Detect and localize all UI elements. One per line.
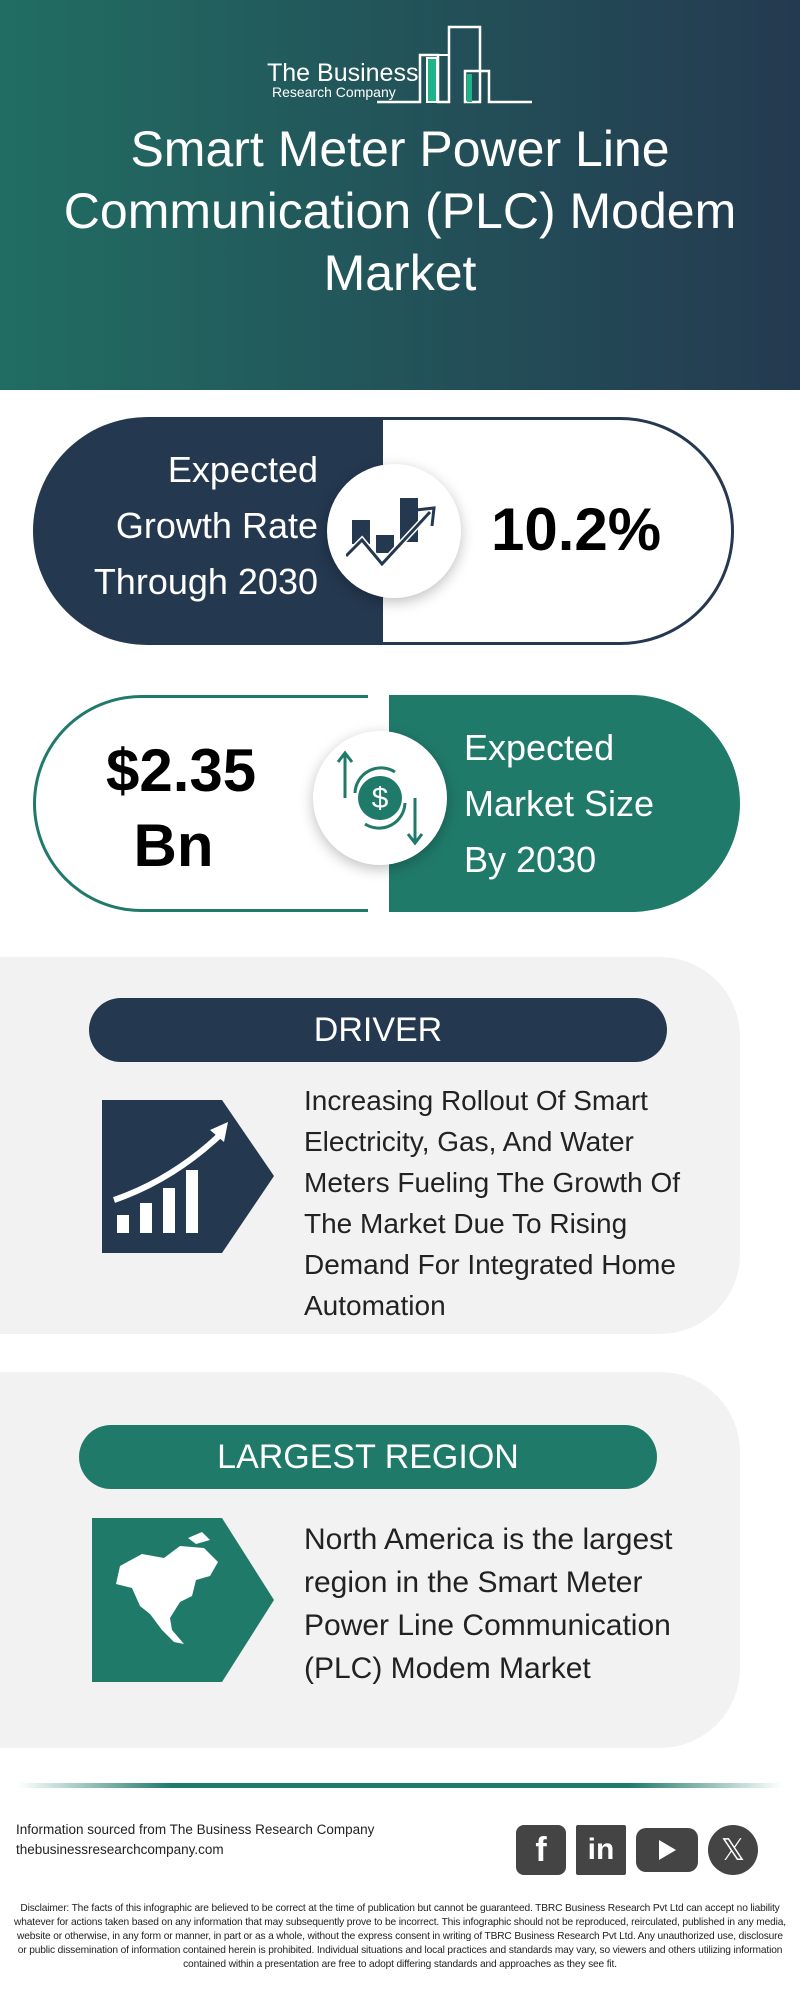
market-size-label-line: Market Size	[464, 783, 655, 824]
header-banner: The Business Research Company Smart Mete…	[0, 0, 800, 390]
page-title: Smart Meter Power Line Communication (PL…	[63, 121, 737, 301]
driver-heading: DRIVER	[89, 998, 667, 1062]
linkedin-icon[interactable]: in	[576, 1825, 626, 1875]
growth-label-line: Growth Rate	[115, 505, 318, 546]
north-america-map-icon	[92, 1518, 274, 1682]
source-text: Information sourced from The Business Re…	[16, 1822, 375, 1837]
logo-subtext: Research Company	[272, 84, 396, 100]
company-logo: The Business Research Company	[262, 22, 537, 107]
divider	[18, 1783, 782, 1788]
growth-rate-value: 10.2%	[491, 496, 662, 563]
x-icon[interactable]: 𝕏	[708, 1825, 758, 1875]
dollar-exchange-icon: $	[313, 731, 447, 865]
market-size-value: $2.35	[106, 737, 257, 804]
market-size-label-line: By 2030	[464, 839, 597, 880]
region-heading: LARGEST REGION	[79, 1425, 657, 1489]
facebook-icon[interactable]: f	[516, 1825, 566, 1875]
growth-chart-icon	[327, 464, 461, 598]
growth-value-panel: 10.2%	[383, 417, 734, 645]
rising-bars-icon	[102, 1100, 274, 1253]
youtube-icon[interactable]	[636, 1828, 698, 1872]
growth-label-line: Expected	[167, 449, 318, 490]
logo-buildings-icon	[377, 25, 532, 104]
market-size-label-line: Expected	[464, 727, 615, 768]
market-size-unit: Bn	[133, 812, 214, 879]
market-size-label-panel: Expected Market Size By 2030	[389, 695, 740, 912]
logo-text: The Business	[267, 59, 419, 87]
driver-text: Increasing Rollout Of Smart Electricity,…	[304, 1085, 681, 1321]
growth-label-panel: Expected Growth Rate Through 2030	[33, 417, 383, 645]
market-size-value-panel: $2.35 Bn	[33, 695, 368, 912]
disclaimer: Disclaimer: The facts of this infographi…	[14, 1903, 786, 1970]
region-text: North America is the largest region in t…	[304, 1523, 673, 1685]
growth-label-line: Through 2030	[93, 561, 318, 602]
svg-text:$: $	[372, 782, 389, 815]
website-link[interactable]: thebusinessresearchcompany.com	[16, 1842, 224, 1857]
